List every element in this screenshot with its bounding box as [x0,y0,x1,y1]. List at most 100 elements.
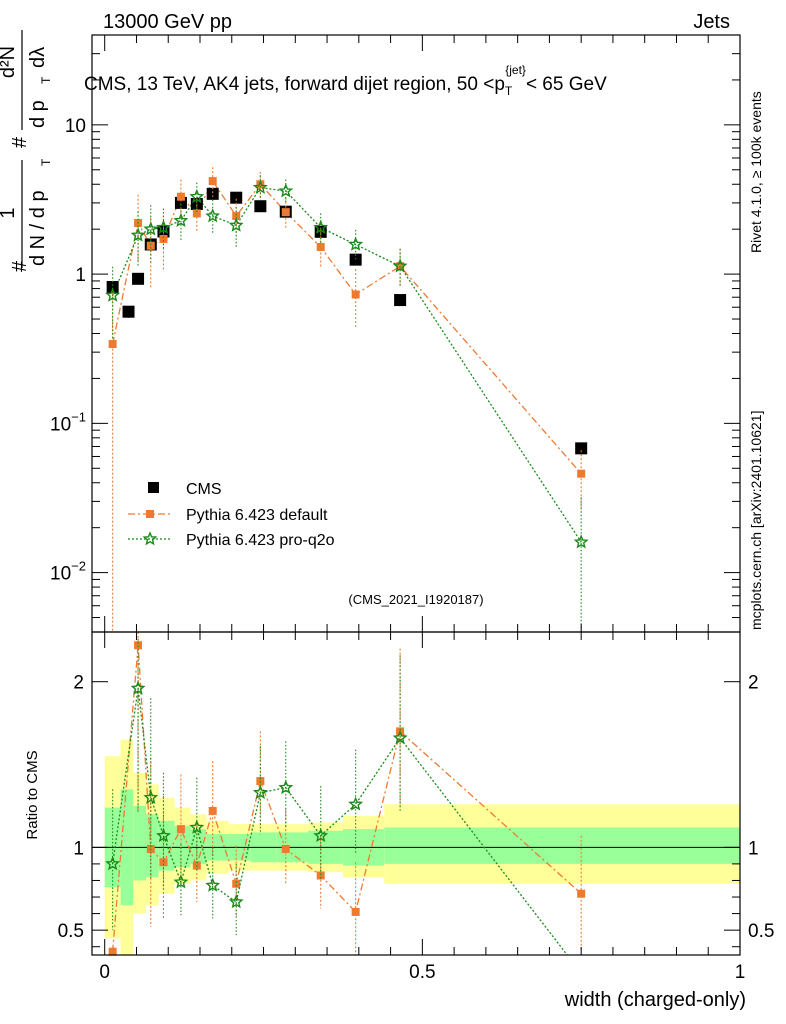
main-marker-proq2o-p11 [348,236,364,251]
ratio-band-inner-6 [190,829,207,864]
ratio-marker-default-p0 [108,947,117,956]
y-label-hash-1: # [9,260,31,272]
chart-title-sup: {jet} [505,63,526,77]
ratio-marker-proq2o-p0 [105,856,121,871]
main-marker-proq2o-p5 [189,188,205,204]
ratio-band-inner-13 [384,827,740,864]
main-marker-proq2o-p8 [252,179,268,194]
header-left: 13000 GeV pp [103,11,232,33]
legend: CMS Pythia 6.423 default Pythia 6.423 pr… [128,481,335,549]
ratio-marker-default-p3 [159,858,168,867]
main-marker-proq2o-p9 [278,183,294,198]
ratio-marker-proq2o-p11 [348,796,364,811]
main-marker-cms-p9 [254,200,267,213]
legend-proq2o-label: Pythia 6.423 pro-q2o [186,532,335,549]
ratio-band-inner-2 [133,805,146,881]
main-marker-proq2o-p13 [573,534,589,549]
y-label-t-2: T [39,76,53,84]
main-marker-cms-p13 [394,294,407,307]
main-panel-series [105,167,589,632]
ratio-marker-default-p6 [208,806,217,815]
ratio-marker-default-p10 [316,871,325,880]
x-axis-label: width (charged-only) [564,989,746,1011]
main-marker-cms-p14 [575,442,588,455]
main-marker-default-p13 [577,469,586,478]
main-ytick-exp-0: −2 [71,559,86,574]
main-marker-default-p8 [256,180,265,189]
main-marker-default-p3 [159,234,168,243]
ratio-uncertainty-bands [92,739,740,955]
ratio-marker-default-p13 [577,889,586,898]
ratio-marker-default-p7 [232,879,241,888]
main-series-line-2 [112,186,582,543]
chart-title-post: < 65 GeV [526,74,607,95]
ratio-xtick-label-1: 0.5 [409,962,435,983]
ratio-series-line-1 [111,688,569,955]
ratio-series-line-0 [111,645,582,952]
main-marker-proq2o-p4 [173,212,189,227]
y-label-dlambda: dλ [27,47,49,68]
ratio-marker-proq2o-p10 [313,827,329,843]
main-marker-proq2o-p6 [205,208,221,223]
ratio-ytick-label-right-2: 2 [748,673,759,694]
mcplots-side-label: mcplots.cern.ch [arXiv:2401.10621] [748,411,764,630]
ratio-marker-proq2o-p2 [143,789,159,805]
main-marker-cms-p8 [230,191,243,204]
chart-title-sub: T [505,84,513,98]
y-axis-label-ratio: Ratio to CMS [24,750,41,839]
main-marker-proq2o-p3 [156,219,171,234]
ratio-marker-proq2o-p8 [252,784,268,799]
main-marker-cms-p1 [122,305,135,318]
legend-cms-marker [148,482,159,493]
main-marker-cms-p2 [132,272,145,285]
main-marker-default-p6 [208,177,217,186]
main-marker-proq2o-p7 [228,217,244,232]
main-marker-default-p11 [351,290,360,299]
ratio-ytick-label-left-2: 2 [73,673,84,694]
main-marker-default-p5 [192,209,201,218]
main-marker-default-p7 [232,212,241,221]
main-ytick-label-0: 10−2 [50,559,86,585]
main-marker-proq2o-p10 [313,219,329,234]
ratio-xtick-label-0: 0 [99,962,110,983]
ratio-ytick-label-left-0: 0.5 [58,921,84,942]
ratio-ytick-label-right-1: 1 [748,838,759,859]
ratio-marker-default-p9 [281,844,290,853]
main-marker-default-p2 [146,241,155,250]
ratio-ytick-label-right-0: 0.5 [748,921,774,942]
legend-proq2o-marker [142,531,158,546]
y-label-d2n: d²N [0,46,19,78]
ratio-ytick-label-left-1: 1 [73,838,84,859]
main-ytick-label-3: 10 [65,116,86,137]
main-ytick-label-1: 10−1 [50,409,86,435]
main-marker-cms-p0 [106,280,119,293]
main-marker-default-p10 [316,242,325,251]
ratio-marker-default-p8 [256,777,265,786]
ratio-panel-series [105,632,586,956]
ratio-xtick-label-2: 1 [735,962,746,983]
main-marker-proq2o-p2 [143,221,159,236]
legend-default-marker [146,510,154,518]
ratio-marker-proq2o-p6 [205,877,221,892]
main-marker-cms-p7 [206,187,219,200]
ratio-panel-frame [91,631,741,956]
header-right: Jets [693,11,730,33]
ratio-marker-proq2o-p5 [189,819,205,834]
main-ytick-base-1: 10 [50,414,71,435]
ratio-marker-proq2o-p12 [392,730,408,745]
main-marker-default-p4 [176,192,185,201]
ratio-marker-proq2o-p4 [173,874,189,889]
ratio-marker-default-p1 [134,641,143,650]
rivet-side-label: Rivet 4.1.0, ≥ 100k events [748,91,764,253]
y-label-dn: d N / d p [27,190,49,266]
legend-default-label: Pythia 6.423 default [186,507,328,524]
legend-cms-label: CMS [186,481,222,498]
y-axis-label-main: # 1 d N / d p T # d²N d p T dλ [0,30,53,272]
main-ytick-base-0: 10 [50,564,71,585]
ratio-marker-proq2o-p1 [130,680,146,695]
main-marker-proq2o-p0 [105,287,121,302]
main-marker-default-p12 [396,262,405,271]
chart-title-pre: CMS, 13 TeV, AK4 jets, forward dijet reg… [84,74,505,95]
